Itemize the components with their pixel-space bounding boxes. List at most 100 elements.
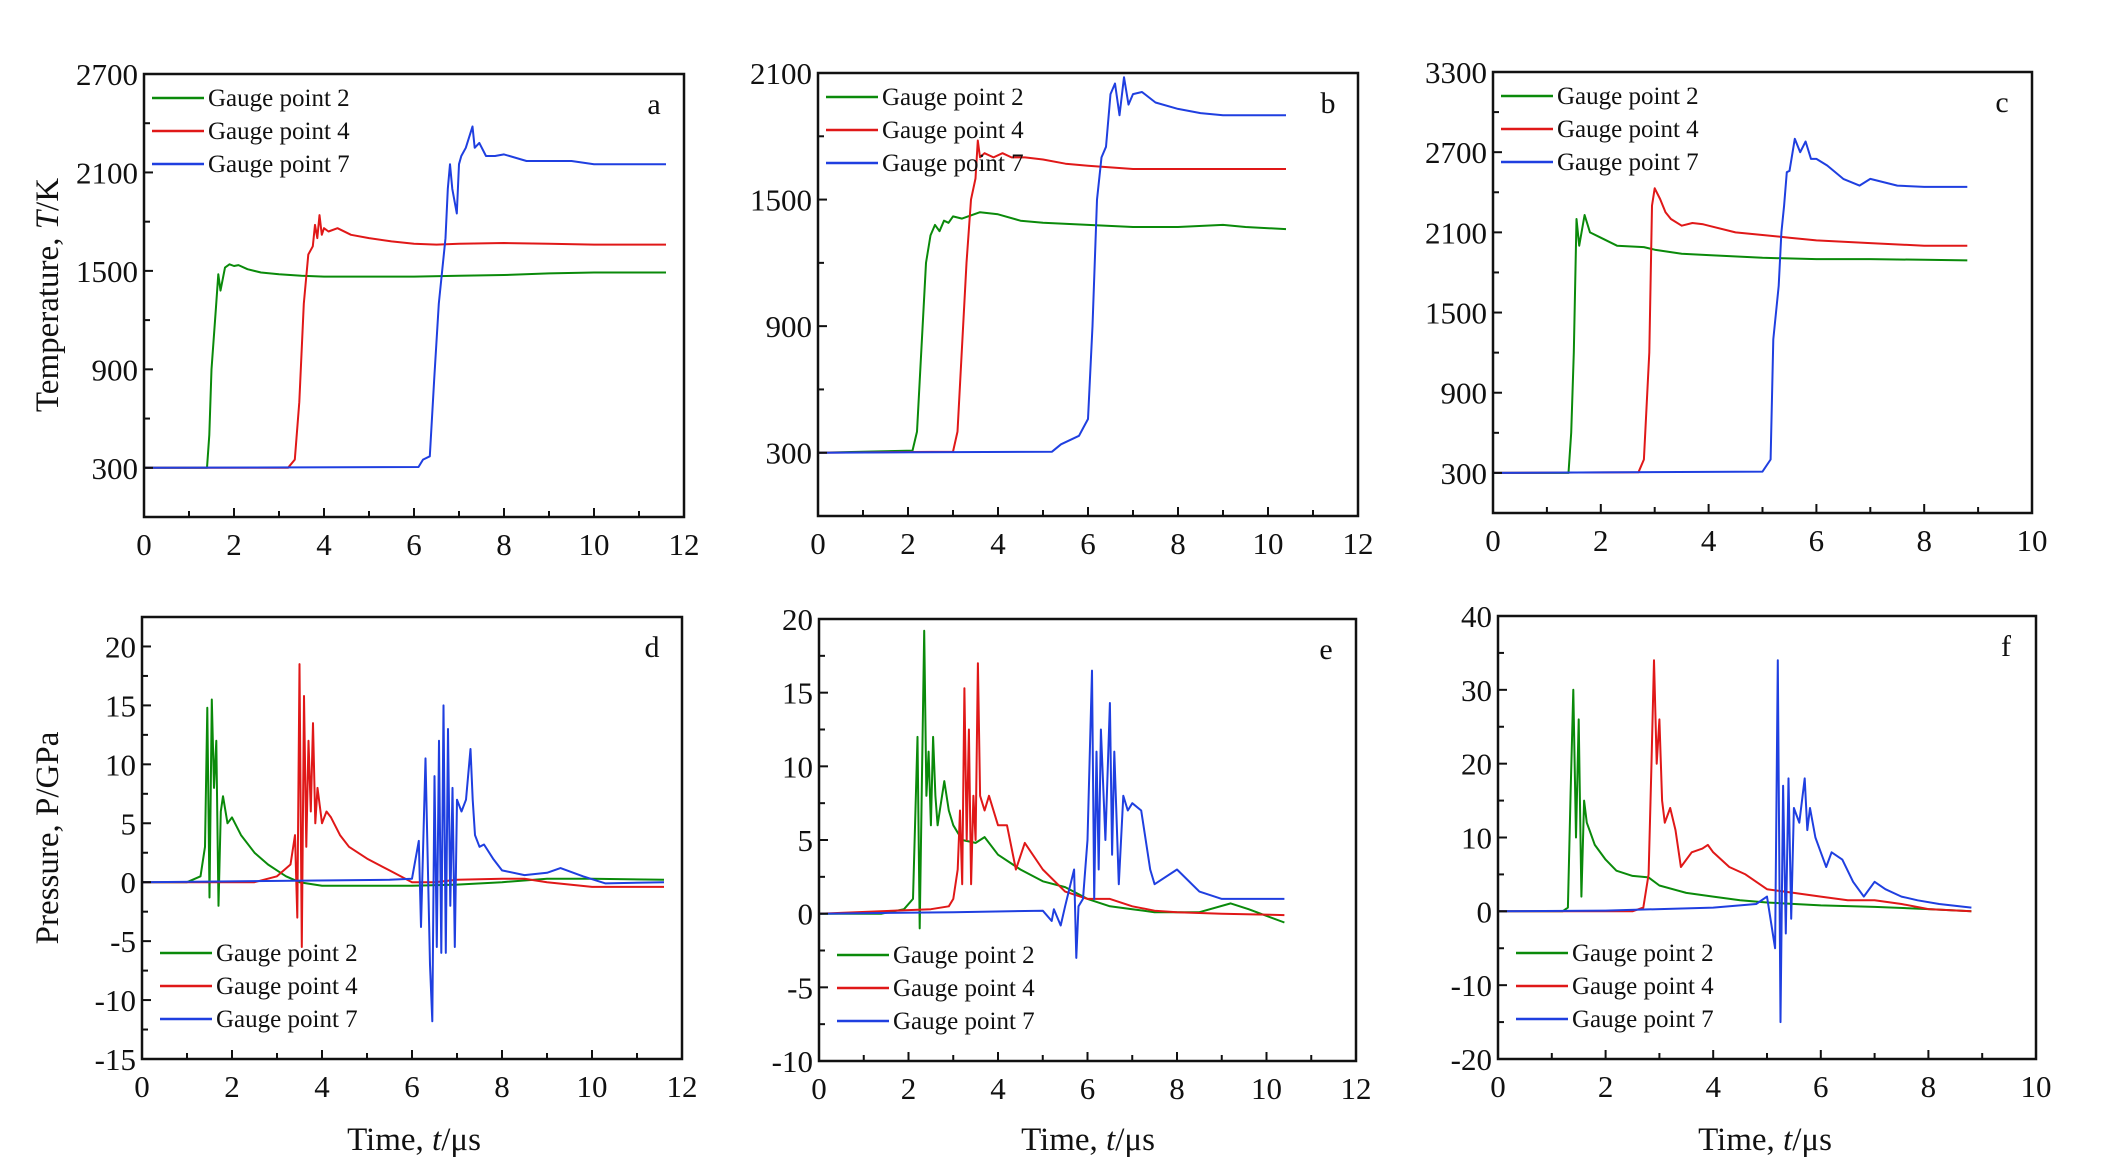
x-tick-label: 4 bbox=[990, 1071, 1006, 1106]
y-tick-label: 2100 bbox=[76, 155, 138, 190]
y-tick-label: 10 bbox=[1461, 821, 1492, 856]
y-tick-label: -5 bbox=[787, 970, 813, 1005]
x-tick-label: 6 bbox=[1809, 523, 1825, 558]
x-tick-label: 4 bbox=[1705, 1069, 1721, 1104]
legend-label: Gauge point 2 bbox=[1557, 83, 1699, 110]
series-line-b-gauge-4 bbox=[818, 139, 1286, 454]
x-tick-label: 6 bbox=[406, 527, 422, 562]
x-tick-label: 8 bbox=[1916, 523, 1932, 558]
legend-label: Gauge point 7 bbox=[882, 150, 1024, 177]
x-tick-label: 2 bbox=[226, 527, 242, 562]
x-tick-label: 12 bbox=[667, 1069, 698, 1104]
legend-label: Gauge point 2 bbox=[216, 940, 358, 967]
legend-label: Gauge point 4 bbox=[1557, 116, 1699, 143]
legend-label: Gauge point 4 bbox=[216, 973, 358, 1000]
panel-letter-f: f bbox=[2001, 630, 2011, 663]
series-line-e-gauge-7 bbox=[819, 669, 1285, 959]
panel-letter-a: a bbox=[647, 88, 660, 121]
x-tick-label: 2 bbox=[901, 1071, 917, 1106]
y-tick-label: 2700 bbox=[1425, 135, 1487, 170]
x-tick-label: 10 bbox=[577, 1069, 608, 1104]
x-tick-label: 6 bbox=[404, 1069, 420, 1104]
x-tick-label: 0 bbox=[1490, 1069, 1506, 1104]
x-tick-label: 4 bbox=[990, 526, 1006, 561]
y-tick-label: 30 bbox=[1461, 673, 1492, 708]
legend-label: Gauge point 4 bbox=[893, 975, 1035, 1002]
series-line-c-gauge-4 bbox=[1493, 187, 1968, 474]
x-tick-label: 6 bbox=[1080, 526, 1096, 561]
series-line-d-gauge-7 bbox=[142, 704, 665, 1023]
legend-label: Gauge point 2 bbox=[882, 84, 1024, 111]
x-tick-label: 6 bbox=[1813, 1069, 1829, 1104]
y-tick-label: 300 bbox=[766, 436, 813, 471]
x-tick-label: 4 bbox=[1701, 523, 1717, 558]
x-tick-label: 10 bbox=[579, 527, 610, 562]
legend-label: Gauge point 2 bbox=[1572, 940, 1714, 967]
series-line-d-gauge-4 bbox=[142, 663, 664, 948]
y-tick-label: -10 bbox=[772, 1044, 813, 1079]
series-line-f-gauge-4 bbox=[1498, 659, 1972, 913]
y-tick-label: -20 bbox=[1451, 1042, 1492, 1077]
series-line-b-gauge-7 bbox=[818, 76, 1286, 454]
y-tick-label: 20 bbox=[1461, 747, 1492, 782]
legend-label: Gauge point 7 bbox=[208, 151, 350, 178]
x-tick-label: 12 bbox=[1343, 526, 1374, 561]
series-line-c-gauge-7 bbox=[1493, 137, 1968, 474]
y-tick-label: 15 bbox=[782, 676, 813, 711]
x-tick-label: 0 bbox=[134, 1069, 150, 1104]
time-axis-title-d: Time, t/μs bbox=[347, 1122, 481, 1158]
x-tick-label: 10 bbox=[1253, 526, 1284, 561]
temperature-axis-title: Temperature, T/K bbox=[30, 178, 66, 412]
x-tick-label: 2 bbox=[1598, 1069, 1614, 1104]
x-tick-label: 12 bbox=[669, 527, 700, 562]
legend-label: Gauge point 4 bbox=[882, 117, 1024, 144]
x-tick-label: 8 bbox=[494, 1069, 510, 1104]
series-line-b-gauge-2 bbox=[818, 211, 1287, 454]
y-tick-label: -5 bbox=[110, 924, 136, 959]
x-tick-label: 10 bbox=[2021, 1069, 2052, 1104]
time-axis-title-e: Time, t/μs bbox=[1021, 1122, 1155, 1158]
y-tick-label: 2100 bbox=[750, 56, 812, 91]
y-tick-label: -15 bbox=[95, 1042, 136, 1077]
series-line-a-gauge-2 bbox=[144, 263, 666, 469]
y-tick-label: 2100 bbox=[1425, 215, 1487, 250]
y-tick-label: 5 bbox=[798, 823, 814, 858]
series-line-a-gauge-7 bbox=[144, 125, 666, 469]
legend-label: Gauge point 2 bbox=[208, 85, 350, 112]
x-tick-label: 8 bbox=[1170, 526, 1186, 561]
pressure-axis-title: Pressure, P/GPa bbox=[30, 731, 66, 944]
series-line-c-gauge-2 bbox=[1493, 214, 1968, 474]
y-tick-label: 300 bbox=[92, 451, 139, 486]
panel-letter-b: b bbox=[1321, 87, 1336, 120]
y-tick-label: 5 bbox=[121, 806, 137, 841]
x-tick-label: 8 bbox=[1921, 1069, 1937, 1104]
y-tick-label: 0 bbox=[798, 897, 814, 932]
panel-a: 0 2 4 6 8 10 12 300 900 1500 2100 2700 a Gauge point … bbox=[76, 57, 700, 562]
legend-label: Gauge point 7 bbox=[1572, 1006, 1714, 1033]
legend-f: Gauge point 2 Gauge point 4 Gauge point 7 bbox=[1516, 940, 1714, 1033]
x-tick-label: 4 bbox=[316, 527, 332, 562]
x-tick-label: 6 bbox=[1080, 1071, 1096, 1106]
series-line-f-gauge-7 bbox=[1498, 659, 1972, 1024]
y-tick-label: 900 bbox=[766, 309, 813, 344]
legend-label: Gauge point 7 bbox=[216, 1006, 358, 1033]
y-tick-label: 2700 bbox=[76, 57, 138, 92]
x-tick-label: 2 bbox=[224, 1069, 240, 1104]
panel-c: 0 2 4 6 8 10 300 900 1500 2100 2700 3300 c Gauge poin… bbox=[1425, 55, 2048, 558]
y-tick-label: 15 bbox=[105, 688, 136, 723]
y-tick-label: 0 bbox=[121, 865, 137, 900]
x-tick-label: 0 bbox=[810, 526, 826, 561]
x-tick-label: 4 bbox=[314, 1069, 330, 1104]
y-tick-label: 300 bbox=[1441, 456, 1488, 491]
y-tick-label: 10 bbox=[105, 747, 136, 782]
x-tick-label: 10 bbox=[1251, 1071, 1282, 1106]
x-tick-label: 10 bbox=[2017, 523, 2048, 558]
legend-label: Gauge point 4 bbox=[1572, 973, 1714, 1000]
series-line-f-gauge-2 bbox=[1498, 688, 1972, 913]
x-tick-label: 0 bbox=[136, 527, 152, 562]
